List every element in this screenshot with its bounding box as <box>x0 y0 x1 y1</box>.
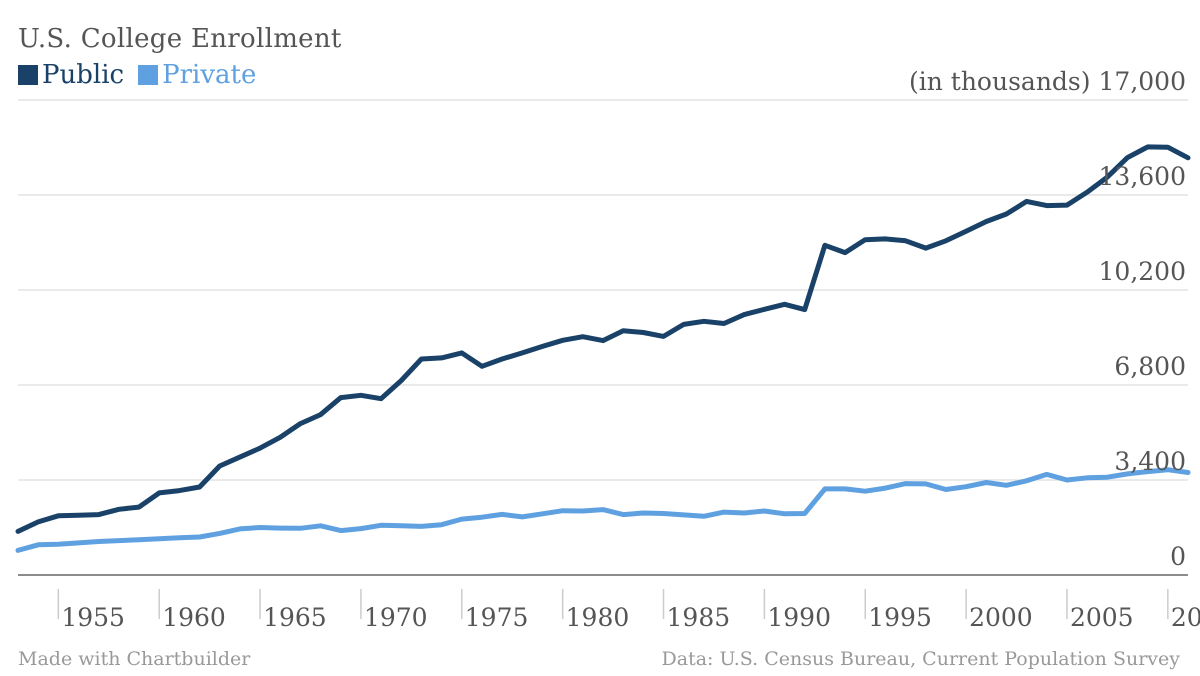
x-tick-label: 1995 <box>868 603 932 632</box>
x-tick-label: 1970 <box>364 603 428 632</box>
legend-item-private: Private <box>138 60 256 90</box>
x-tick-label: 2010 <box>1171 603 1200 632</box>
y-tick-label: 3,400 <box>1114 447 1186 476</box>
x-tick-label: 1990 <box>767 603 831 632</box>
y-tick-label: 0 <box>1170 542 1186 571</box>
x-tick-label: 1980 <box>566 603 630 632</box>
x-tick-label: 2005 <box>1070 603 1134 632</box>
legend-swatch-public <box>18 65 38 85</box>
legend-item-public: Public <box>18 60 124 90</box>
series-line-public <box>15 144 1191 534</box>
footer-source: Data: U.S. Census Bureau, Current Popula… <box>661 648 1180 670</box>
legend: Public Private <box>18 60 270 90</box>
unit-label: (in thousands) <box>909 67 1091 96</box>
x-tick-label: 1965 <box>263 603 327 632</box>
series-line-private <box>15 467 1191 553</box>
x-tick-label: 1975 <box>465 603 529 632</box>
x-tick-label: 2000 <box>969 603 1033 632</box>
y-tick-label: 6,800 <box>1114 352 1186 381</box>
x-tick-label: 1960 <box>162 603 226 632</box>
legend-label-private: Private <box>162 60 257 90</box>
legend-label-public: Public <box>42 60 125 90</box>
footer-credit: Made with Chartbuilder <box>18 648 251 670</box>
x-tick-label: 1955 <box>61 603 125 632</box>
y-tick-label: 10,200 <box>1099 257 1186 286</box>
x-tick-label: 1985 <box>667 603 731 632</box>
y-tick-label: 17,000 <box>1099 67 1186 96</box>
chart-title: U.S. College Enrollment <box>18 24 342 54</box>
legend-swatch-private <box>138 65 159 85</box>
y-tick-label: 13,600 <box>1099 162 1186 191</box>
